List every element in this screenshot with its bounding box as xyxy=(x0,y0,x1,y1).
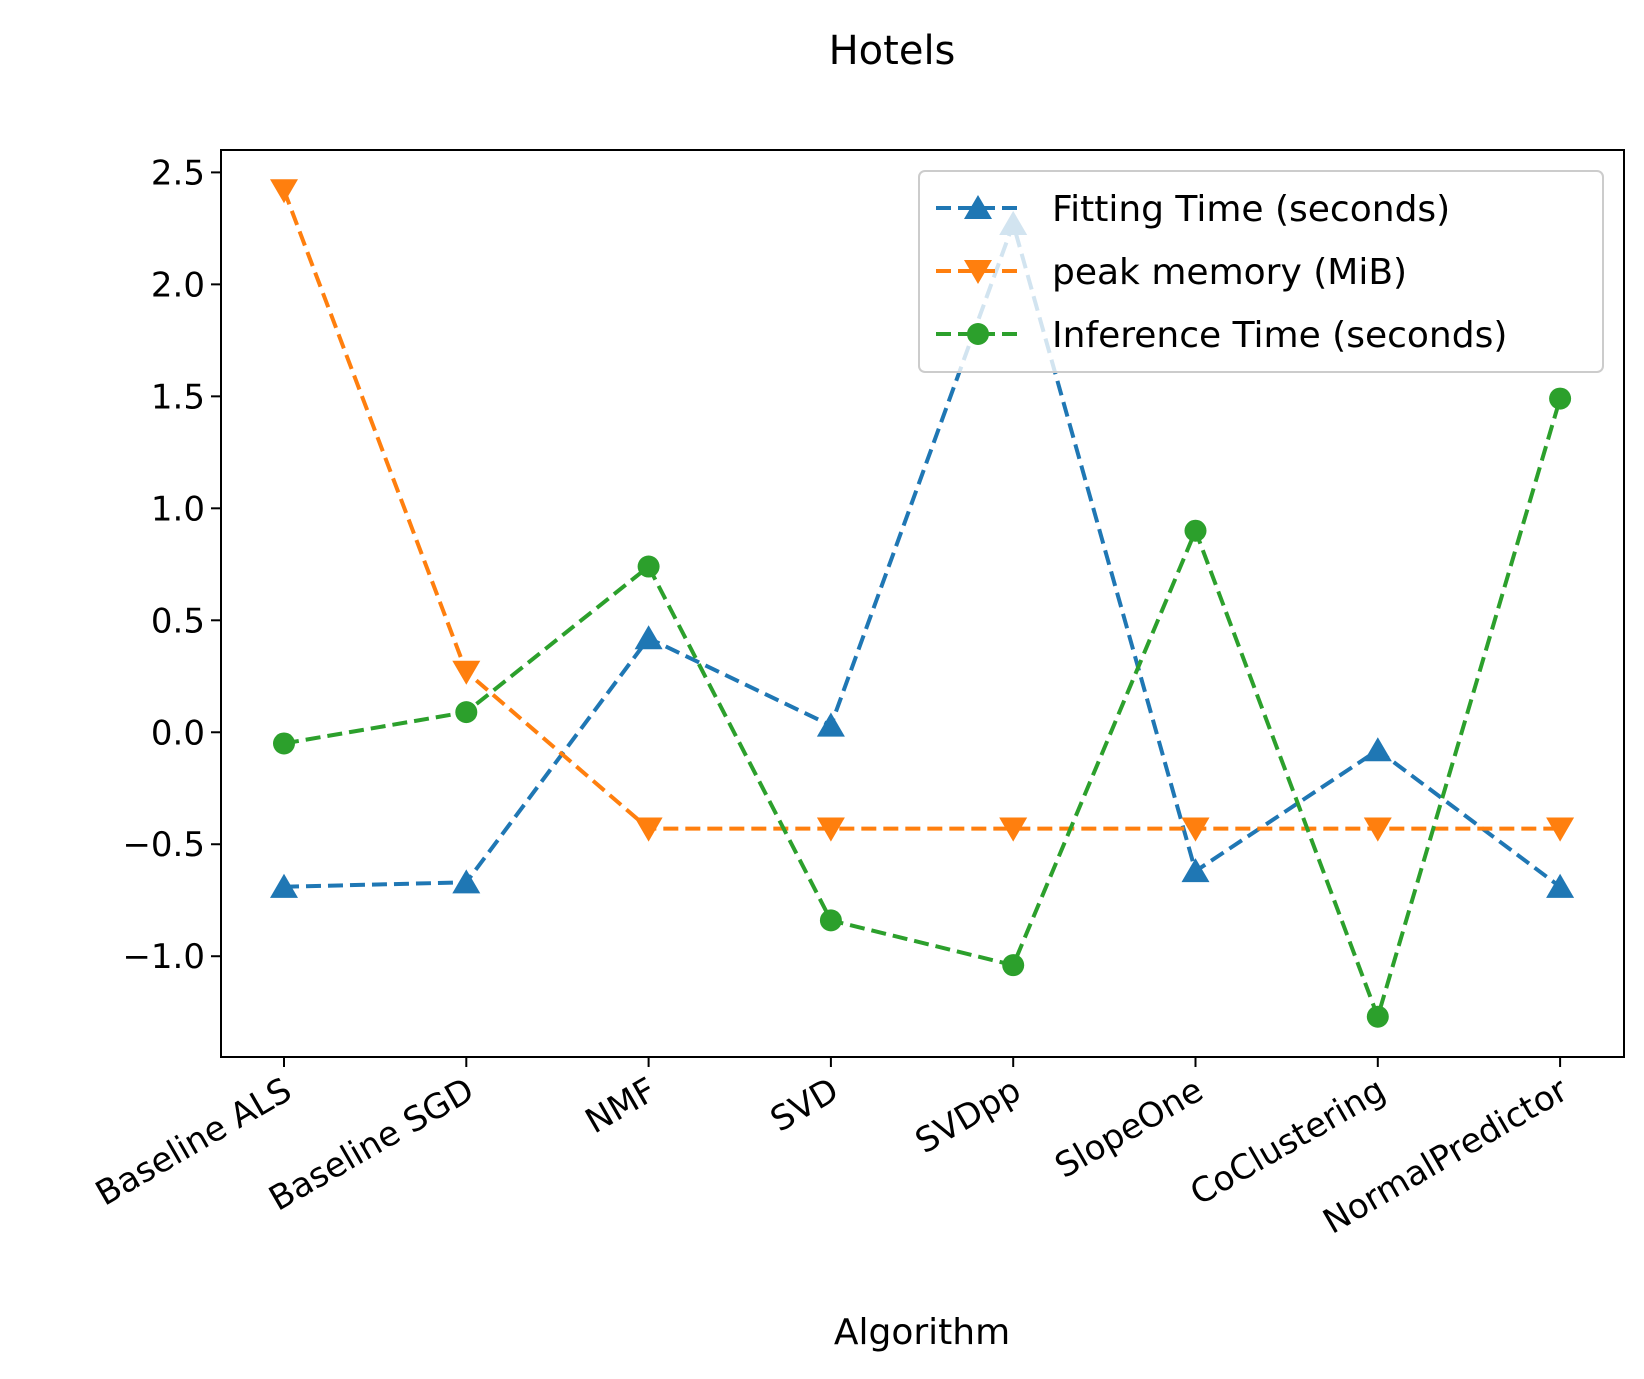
legend-marker xyxy=(967,323,989,345)
y-tick-label: 0.5 xyxy=(151,601,205,641)
legend-marker xyxy=(964,195,992,220)
y-tick-label: 1.5 xyxy=(151,377,205,417)
legend-entry: Inference Time (seconds) xyxy=(936,315,1507,356)
data-point xyxy=(270,873,298,898)
data-point xyxy=(1184,519,1207,542)
y-tick-label: 2.0 xyxy=(151,265,205,305)
series-3 xyxy=(273,387,1572,1028)
data-point xyxy=(819,909,842,932)
legend-label: Fitting Time (seconds) xyxy=(1052,189,1450,230)
legend-label: Inference Time (seconds) xyxy=(1052,315,1507,356)
legend-entry: Fitting Time (seconds) xyxy=(936,189,1450,230)
legend-box xyxy=(918,170,1604,373)
series-line xyxy=(283,221,1562,889)
plot-frame xyxy=(220,149,1625,1058)
y-axis: 2.5 2.0 1.5 1.0 0.5 0.0 −0.5 −1.0 xyxy=(122,153,221,977)
data-point xyxy=(816,712,845,737)
data-point xyxy=(1363,817,1392,842)
series-2 xyxy=(270,179,1575,842)
data-point xyxy=(999,817,1028,842)
y-tick-label: −0.5 xyxy=(122,825,205,865)
data-point xyxy=(1181,858,1210,883)
data-point xyxy=(1181,817,1210,842)
y-tick-label: 2.5 xyxy=(151,153,205,193)
chart-title: Hotels xyxy=(829,28,956,74)
legend-marker xyxy=(964,259,992,284)
data-point xyxy=(637,555,660,578)
x-tick-label: SVDpp xyxy=(909,1070,1028,1162)
series-line xyxy=(283,398,1563,1019)
data-point xyxy=(1549,387,1572,410)
data-point xyxy=(1363,737,1392,762)
x-tick-label: SVD xyxy=(764,1070,846,1140)
series-line xyxy=(282,189,1561,831)
data-point xyxy=(634,625,663,650)
x-tick-label: SlopeOne xyxy=(1048,1070,1210,1186)
x-axis-label: Algorithm xyxy=(834,1312,1010,1353)
x-tick-label: Baseline SGD xyxy=(262,1070,480,1219)
data-point xyxy=(455,701,478,724)
data-point xyxy=(816,817,845,842)
data-point xyxy=(273,732,295,755)
y-tick-label: 0.0 xyxy=(151,713,205,753)
data-point xyxy=(1546,817,1575,842)
y-tick-label: 1.0 xyxy=(151,489,205,529)
data-point xyxy=(1002,954,1025,977)
data-point xyxy=(1366,1005,1389,1028)
data-point xyxy=(270,179,298,204)
data-point xyxy=(452,660,481,685)
x-tick-label: NMF xyxy=(579,1070,663,1142)
data-point xyxy=(452,869,481,894)
legend-entry: peak memory (MiB) xyxy=(936,252,1407,293)
y-tick-label: −1.0 xyxy=(122,937,205,977)
data-point xyxy=(1546,873,1575,898)
legend: Fitting Time (seconds) peak memory (MiB) I… xyxy=(918,170,1604,373)
legend-label: peak memory (MiB) xyxy=(1052,252,1407,293)
data-point xyxy=(634,817,663,842)
